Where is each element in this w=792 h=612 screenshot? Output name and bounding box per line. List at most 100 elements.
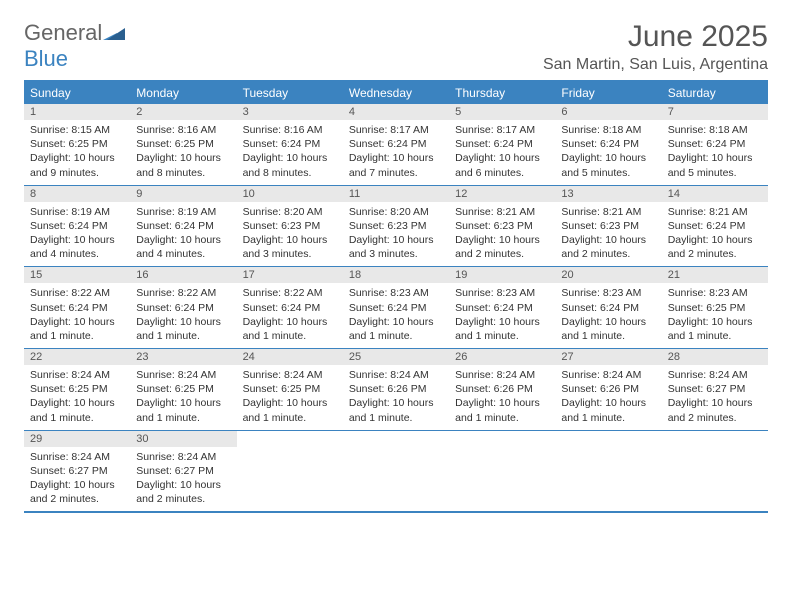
day-details: Sunrise: 8:18 AMSunset: 6:24 PMDaylight:… — [662, 120, 768, 185]
day-details: Sunrise: 8:24 AMSunset: 6:26 PMDaylight:… — [343, 365, 449, 430]
day-details: Sunrise: 8:22 AMSunset: 6:24 PMDaylight:… — [237, 283, 343, 348]
daylight-text: Daylight: 10 hours and 1 minute. — [349, 315, 443, 343]
sunset-text: Sunset: 6:26 PM — [561, 382, 655, 396]
daylight-text: Daylight: 10 hours and 1 minute. — [349, 396, 443, 424]
day-header-cell: Thursday — [449, 82, 555, 104]
sunrise-text: Sunrise: 8:21 AM — [455, 205, 549, 219]
day-details: Sunrise: 8:23 AMSunset: 6:24 PMDaylight:… — [555, 283, 661, 348]
daylight-text: Daylight: 10 hours and 2 minutes. — [30, 478, 124, 506]
sunrise-text: Sunrise: 8:24 AM — [136, 450, 230, 464]
day-number: 15 — [24, 267, 130, 283]
sunrise-text: Sunrise: 8:24 AM — [30, 368, 124, 382]
sunrise-text: Sunrise: 8:17 AM — [349, 123, 443, 137]
day-header-cell: Tuesday — [237, 82, 343, 104]
sunrise-text: Sunrise: 8:19 AM — [136, 205, 230, 219]
day-number: 20 — [555, 267, 661, 283]
sunset-text: Sunset: 6:25 PM — [668, 301, 762, 315]
sunset-text: Sunset: 6:27 PM — [668, 382, 762, 396]
day-details: Sunrise: 8:21 AMSunset: 6:24 PMDaylight:… — [662, 202, 768, 267]
day-number: 26 — [449, 349, 555, 365]
day-cell: 27Sunrise: 8:24 AMSunset: 6:26 PMDayligh… — [555, 349, 661, 430]
sunrise-text: Sunrise: 8:20 AM — [243, 205, 337, 219]
sunset-text: Sunset: 6:25 PM — [136, 382, 230, 396]
day-cell: 3Sunrise: 8:16 AMSunset: 6:24 PMDaylight… — [237, 104, 343, 185]
sunrise-text: Sunrise: 8:22 AM — [243, 286, 337, 300]
day-cell: 28Sunrise: 8:24 AMSunset: 6:27 PMDayligh… — [662, 349, 768, 430]
day-cell: 24Sunrise: 8:24 AMSunset: 6:25 PMDayligh… — [237, 349, 343, 430]
sunrise-text: Sunrise: 8:24 AM — [455, 368, 549, 382]
logo-text-blue: Blue — [24, 46, 68, 71]
day-number: 5 — [449, 104, 555, 120]
daylight-text: Daylight: 10 hours and 2 minutes. — [668, 396, 762, 424]
day-number: 3 — [237, 104, 343, 120]
daylight-text: Daylight: 10 hours and 1 minute. — [455, 396, 549, 424]
day-cell — [343, 431, 449, 512]
sunset-text: Sunset: 6:24 PM — [30, 219, 124, 233]
sunset-text: Sunset: 6:23 PM — [561, 219, 655, 233]
sunset-text: Sunset: 6:25 PM — [30, 137, 124, 151]
day-cell: 11Sunrise: 8:20 AMSunset: 6:23 PMDayligh… — [343, 186, 449, 267]
sunset-text: Sunset: 6:24 PM — [243, 301, 337, 315]
day-details: Sunrise: 8:24 AMSunset: 6:25 PMDaylight:… — [237, 365, 343, 430]
daylight-text: Daylight: 10 hours and 4 minutes. — [30, 233, 124, 261]
sunrise-text: Sunrise: 8:23 AM — [561, 286, 655, 300]
day-cell: 9Sunrise: 8:19 AMSunset: 6:24 PMDaylight… — [130, 186, 236, 267]
day-number: 12 — [449, 186, 555, 202]
day-details: Sunrise: 8:19 AMSunset: 6:24 PMDaylight:… — [130, 202, 236, 267]
day-cell: 10Sunrise: 8:20 AMSunset: 6:23 PMDayligh… — [237, 186, 343, 267]
daylight-text: Daylight: 10 hours and 1 minute. — [136, 396, 230, 424]
sunrise-text: Sunrise: 8:24 AM — [243, 368, 337, 382]
sunset-text: Sunset: 6:27 PM — [136, 464, 230, 478]
day-number: 19 — [449, 267, 555, 283]
day-cell: 22Sunrise: 8:24 AMSunset: 6:25 PMDayligh… — [24, 349, 130, 430]
sunrise-text: Sunrise: 8:20 AM — [349, 205, 443, 219]
day-details: Sunrise: 8:22 AMSunset: 6:24 PMDaylight:… — [24, 283, 130, 348]
day-cell — [555, 431, 661, 512]
day-number: 18 — [343, 267, 449, 283]
sunset-text: Sunset: 6:24 PM — [455, 301, 549, 315]
sunrise-text: Sunrise: 8:23 AM — [349, 286, 443, 300]
day-cell: 14Sunrise: 8:21 AMSunset: 6:24 PMDayligh… — [662, 186, 768, 267]
sunrise-text: Sunrise: 8:17 AM — [455, 123, 549, 137]
sunrise-text: Sunrise: 8:22 AM — [136, 286, 230, 300]
sunset-text: Sunset: 6:24 PM — [136, 219, 230, 233]
sunset-text: Sunset: 6:23 PM — [455, 219, 549, 233]
logo: General Blue — [24, 20, 125, 72]
sunset-text: Sunset: 6:24 PM — [30, 301, 124, 315]
daylight-text: Daylight: 10 hours and 3 minutes. — [243, 233, 337, 261]
week-row: 1Sunrise: 8:15 AMSunset: 6:25 PMDaylight… — [24, 104, 768, 185]
daylight-text: Daylight: 10 hours and 1 minute. — [30, 396, 124, 424]
day-header-row: SundayMondayTuesdayWednesdayThursdayFrid… — [24, 82, 768, 104]
sunrise-text: Sunrise: 8:24 AM — [561, 368, 655, 382]
sunrise-text: Sunrise: 8:24 AM — [30, 450, 124, 464]
sunset-text: Sunset: 6:24 PM — [136, 301, 230, 315]
daylight-text: Daylight: 10 hours and 3 minutes. — [349, 233, 443, 261]
daylight-text: Daylight: 10 hours and 5 minutes. — [561, 151, 655, 179]
day-number: 23 — [130, 349, 236, 365]
day-header-cell: Friday — [555, 82, 661, 104]
daylight-text: Daylight: 10 hours and 7 minutes. — [349, 151, 443, 179]
day-number: 27 — [555, 349, 661, 365]
day-number: 11 — [343, 186, 449, 202]
day-details: Sunrise: 8:24 AMSunset: 6:26 PMDaylight:… — [449, 365, 555, 430]
sunrise-text: Sunrise: 8:22 AM — [30, 286, 124, 300]
location-text: San Martin, San Luis, Argentina — [543, 56, 768, 74]
day-details: Sunrise: 8:23 AMSunset: 6:24 PMDaylight:… — [343, 283, 449, 348]
sunrise-text: Sunrise: 8:16 AM — [136, 123, 230, 137]
day-cell: 7Sunrise: 8:18 AMSunset: 6:24 PMDaylight… — [662, 104, 768, 185]
sunset-text: Sunset: 6:26 PM — [349, 382, 443, 396]
day-cell: 29Sunrise: 8:24 AMSunset: 6:27 PMDayligh… — [24, 431, 130, 512]
month-title: June 2025 — [543, 20, 768, 54]
sunset-text: Sunset: 6:25 PM — [243, 382, 337, 396]
day-number: 25 — [343, 349, 449, 365]
day-cell: 8Sunrise: 8:19 AMSunset: 6:24 PMDaylight… — [24, 186, 130, 267]
day-number: 16 — [130, 267, 236, 283]
sunrise-text: Sunrise: 8:15 AM — [30, 123, 124, 137]
sunrise-text: Sunrise: 8:18 AM — [561, 123, 655, 137]
sunrise-text: Sunrise: 8:23 AM — [455, 286, 549, 300]
daylight-text: Daylight: 10 hours and 2 minutes. — [668, 233, 762, 261]
day-details: Sunrise: 8:20 AMSunset: 6:23 PMDaylight:… — [237, 202, 343, 267]
sunset-text: Sunset: 6:24 PM — [455, 137, 549, 151]
day-number: 7 — [662, 104, 768, 120]
daylight-text: Daylight: 10 hours and 9 minutes. — [30, 151, 124, 179]
